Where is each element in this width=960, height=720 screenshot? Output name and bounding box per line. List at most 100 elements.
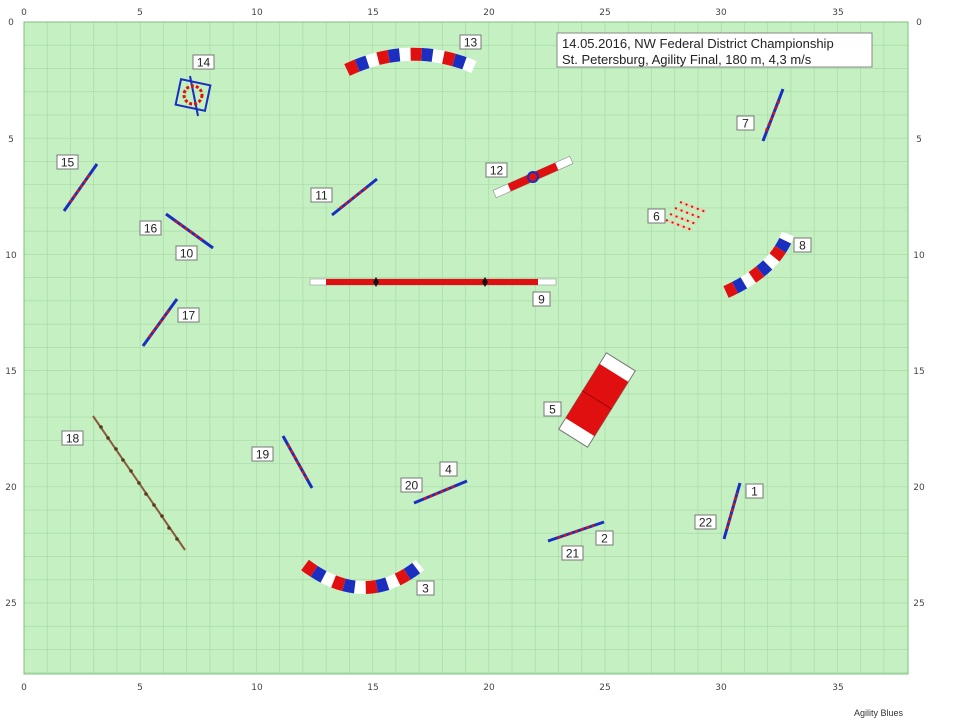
label-12-text: 12 [490, 164, 504, 178]
course-info-venue-specs: St. Petersburg, Agility Final, 180 m, 4,… [562, 52, 812, 67]
jump-17 [141, 298, 179, 347]
label-11: 11 [310, 187, 333, 203]
tick-label: 15 [5, 367, 16, 377]
label-18-text: 18 [66, 432, 80, 446]
label-18: 18 [61, 430, 84, 446]
tyre-14 [174, 75, 212, 117]
tick-label: 0 [916, 18, 922, 28]
label-22: 22 [694, 514, 717, 530]
tick-label: 0 [8, 18, 14, 28]
label-3-text: 3 [422, 582, 429, 596]
jump-1-22 [722, 482, 742, 540]
label-8-text: 8 [799, 239, 806, 253]
label-21-text: 21 [566, 547, 580, 561]
tunnel-3 [301, 559, 425, 594]
label-17-text: 17 [182, 309, 196, 323]
course-info: 14.05.2016, NW Federal District Champion… [556, 32, 873, 68]
label-1: 1 [745, 483, 764, 499]
label-4-text: 4 [445, 463, 452, 477]
label-3: 3 [416, 580, 435, 596]
label-19: 19 [251, 446, 274, 462]
tick-label: 30 [715, 8, 727, 18]
dogwalk-9 [309, 277, 557, 287]
field [24, 22, 908, 674]
label-11-text: 11 [315, 189, 328, 203]
jump-7 [761, 88, 785, 142]
broad-jump-6 [665, 200, 707, 232]
label-16: 16 [139, 220, 162, 236]
axis-right: 0 5 10 15 20 25 [913, 18, 925, 609]
label-13: 13 [459, 34, 482, 50]
label-10: 10 [175, 245, 198, 261]
label-7-text: 7 [742, 117, 749, 131]
axis-top: 0 5 10 15 20 25 30 35 [21, 8, 844, 18]
tick-label: 25 [5, 599, 16, 609]
tick-label: 20 [5, 483, 17, 493]
label-14-text: 14 [197, 56, 211, 70]
label-7: 7 [736, 115, 755, 131]
tick-label: 5 [137, 8, 143, 18]
weave-poles-18 [92, 415, 186, 551]
label-5-text: 5 [549, 403, 556, 417]
label-12: 12 [485, 162, 508, 178]
tick-label: 25 [599, 8, 610, 18]
jump-15 [62, 163, 99, 212]
label-4: 4 [439, 461, 458, 477]
tick-label: 5 [137, 683, 143, 693]
label-8: 8 [793, 237, 812, 253]
tick-label: 0 [21, 683, 27, 693]
tick-label: 15 [367, 683, 378, 693]
label-22-text: 22 [699, 516, 713, 530]
label-13-text: 13 [464, 36, 478, 50]
jump-2-21 [547, 520, 605, 543]
label-16-text: 16 [144, 222, 158, 236]
tick-label: 5 [8, 135, 14, 145]
label-6: 6 [647, 208, 666, 224]
tick-label: 5 [916, 135, 922, 145]
course-info-date-event: 14.05.2016, NW Federal District Champion… [562, 36, 834, 51]
label-20: 20 [400, 477, 423, 493]
field-border [23, 21, 909, 675]
tick-label: 25 [913, 599, 924, 609]
tunnel-13 [344, 47, 477, 76]
label-9-text: 9 [538, 293, 545, 307]
axis-bottom: 0 5 10 15 20 25 30 35 [21, 683, 844, 693]
tick-label: 0 [21, 8, 27, 18]
label-15-text: 15 [61, 156, 75, 170]
label-2: 2 [595, 530, 614, 546]
tick-label: 10 [251, 8, 263, 18]
tick-label: 20 [913, 483, 925, 493]
label-2-text: 2 [601, 532, 608, 546]
tick-label: 15 [913, 367, 924, 377]
label-20-text: 20 [405, 479, 419, 493]
jump-10-16 [165, 212, 214, 250]
tick-label: 35 [832, 8, 843, 18]
label-6-text: 6 [653, 210, 660, 224]
jump-11 [331, 177, 378, 217]
tick-label: 10 [5, 251, 17, 261]
tick-label: 10 [913, 251, 925, 261]
label-17: 17 [177, 307, 200, 323]
tick-label: 35 [832, 683, 843, 693]
tick-label: 25 [599, 683, 610, 693]
tick-label: 20 [483, 8, 495, 18]
label-21: 21 [561, 545, 584, 561]
label-9: 9 [532, 291, 551, 307]
footer-credit: Agility Blues [854, 708, 904, 718]
tunnel-8 [723, 231, 795, 298]
axis-left: 0 5 10 15 20 25 [5, 18, 17, 609]
seesaw-12 [492, 155, 574, 199]
label-19-text: 19 [256, 448, 270, 462]
tick-label: 20 [483, 683, 495, 693]
aframe-5 [558, 352, 636, 448]
label-14: 14 [192, 54, 215, 70]
tick-label: 10 [251, 683, 263, 693]
jump-4-20 [413, 479, 468, 505]
tick-label: 30 [715, 683, 727, 693]
label-1-text: 1 [751, 485, 758, 499]
label-10-text: 10 [180, 247, 194, 261]
label-5: 5 [543, 401, 562, 417]
label-15: 15 [56, 154, 79, 170]
tick-label: 15 [367, 8, 378, 18]
